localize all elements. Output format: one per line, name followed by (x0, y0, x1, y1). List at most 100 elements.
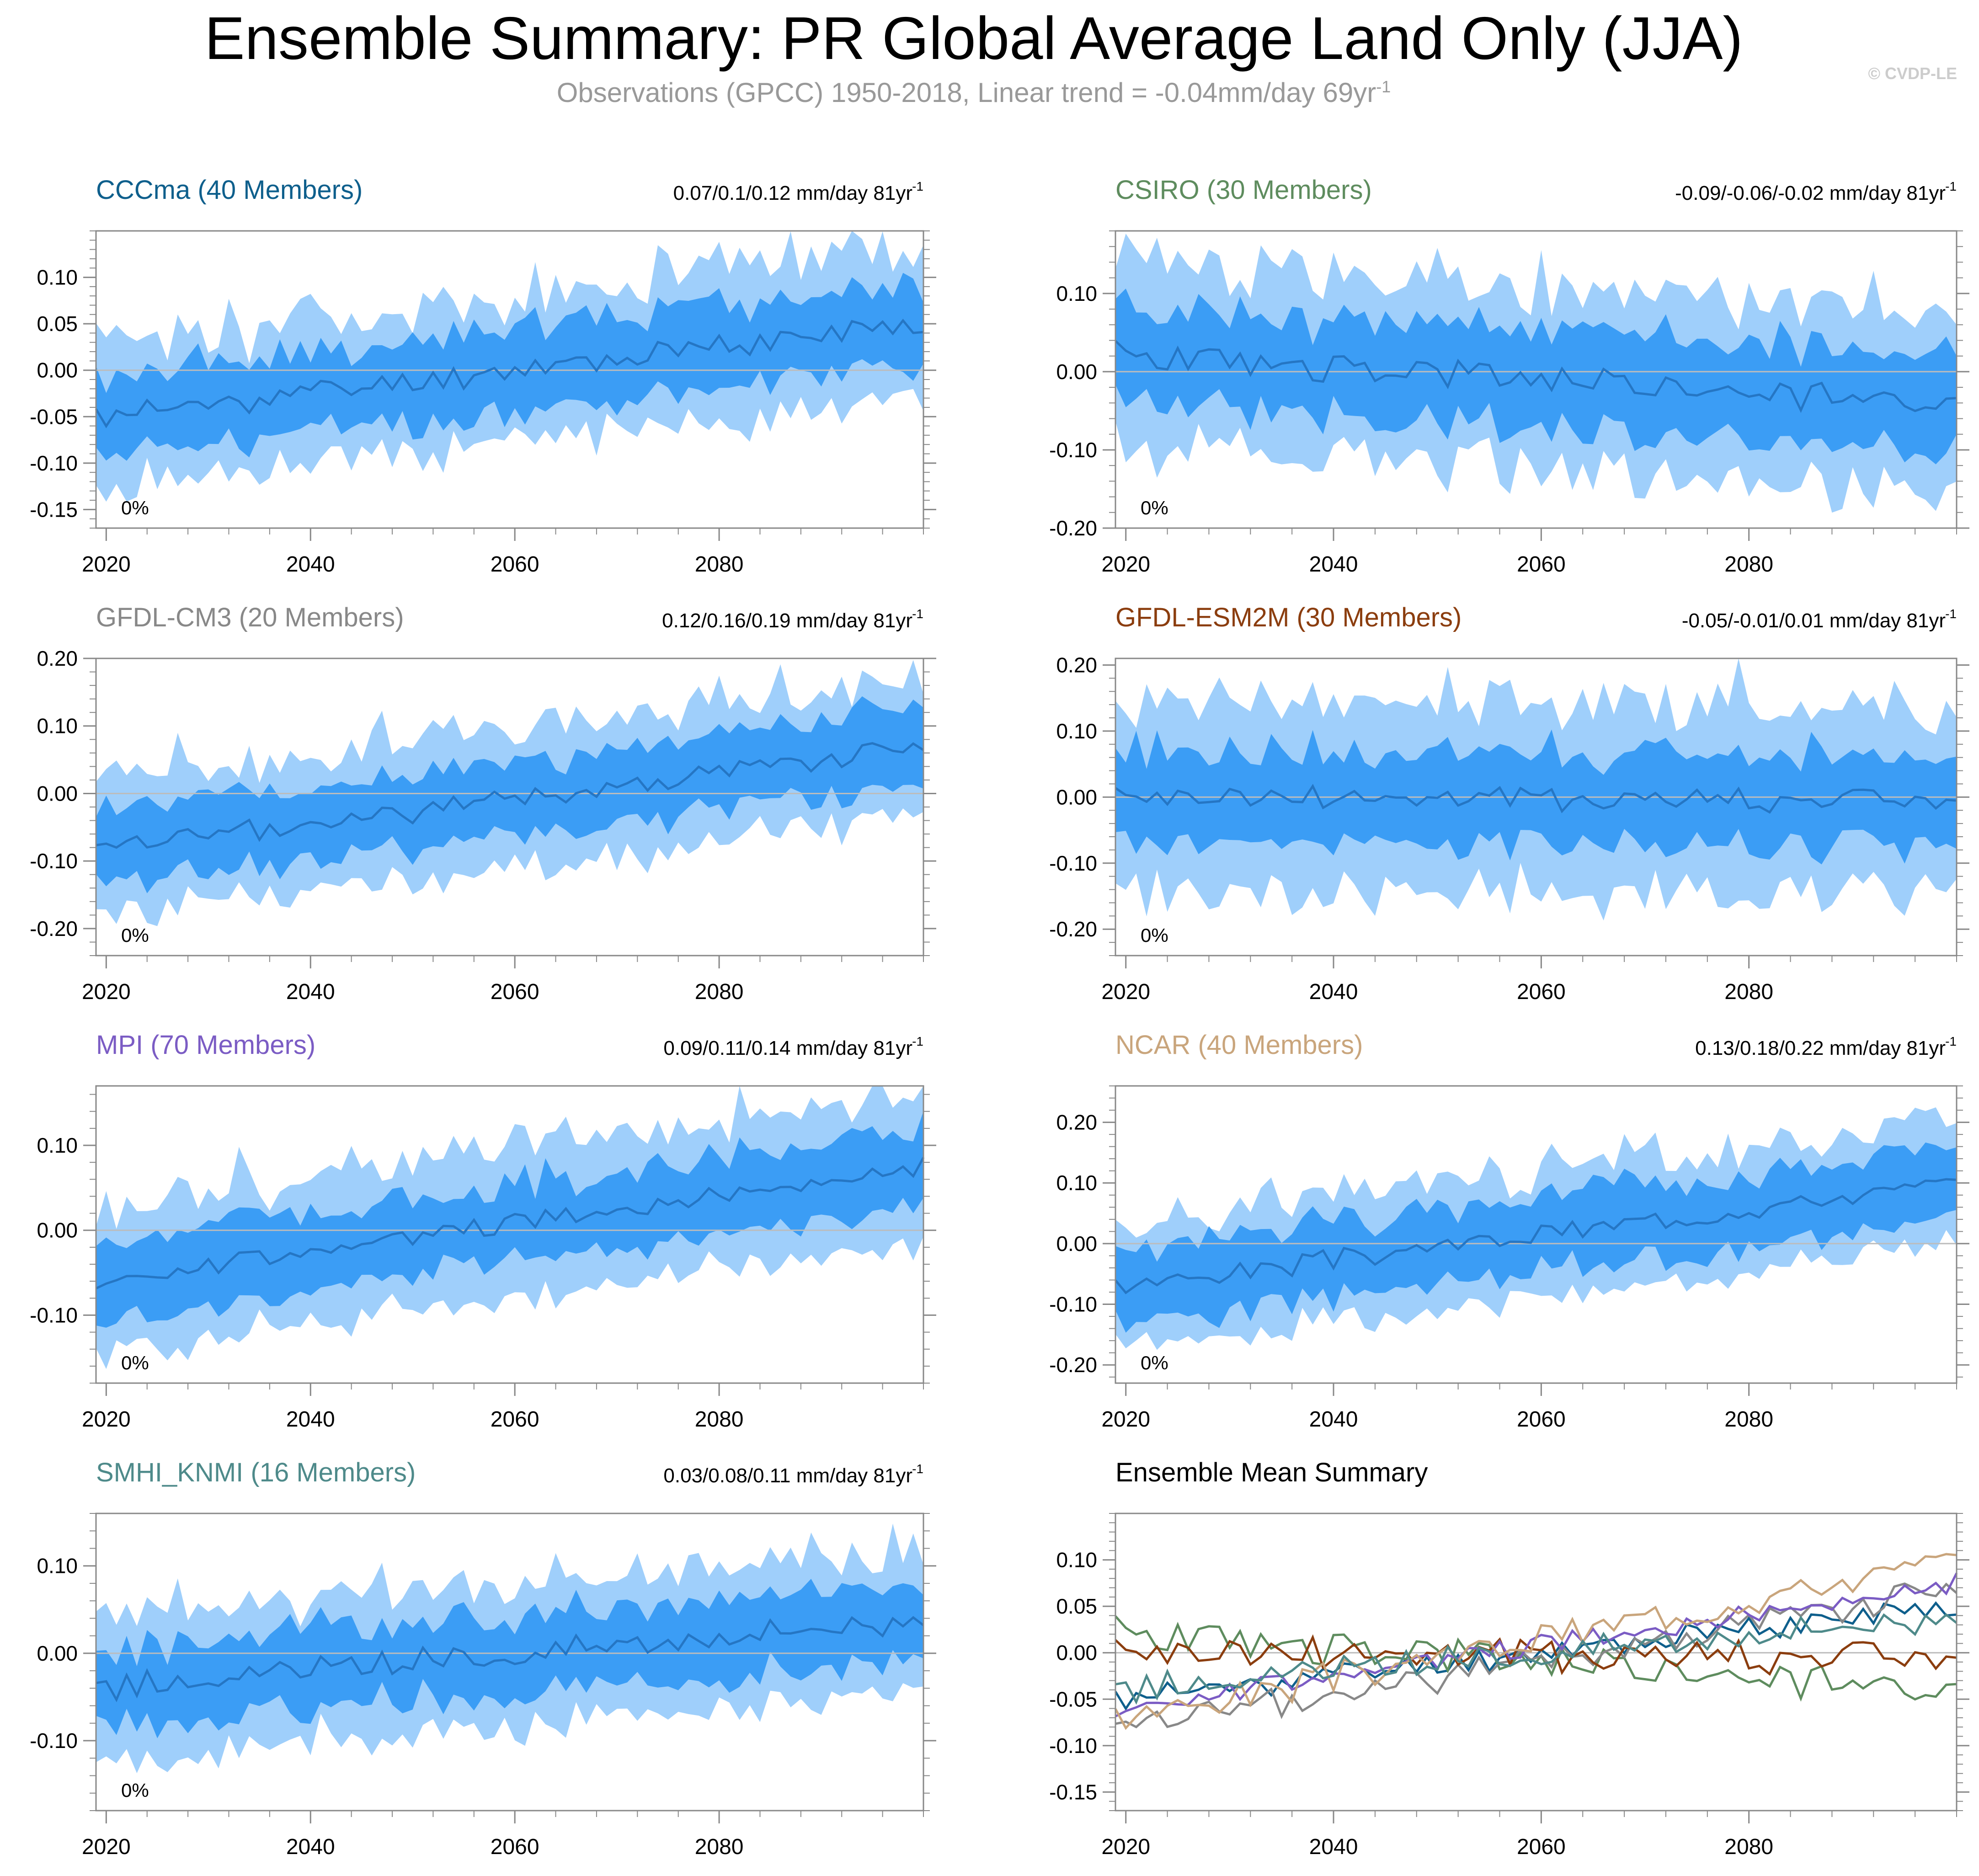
x-tick-label: 2060 (1517, 1407, 1566, 1432)
y-tick-label: -0.10 (30, 849, 78, 873)
x-tick-label: 2080 (1724, 1835, 1773, 1859)
panel-title: CCCma (40 Members) (96, 175, 363, 205)
y-tick-label: 0.00 (37, 1219, 78, 1242)
panel-title: GFDL-CM3 (20 Members) (96, 603, 404, 632)
series-line-cccma (1114, 1601, 1957, 1711)
y-tick-label: -0.10 (1049, 851, 1097, 875)
y-tick-label: 0.05 (1056, 1594, 1097, 1618)
plot-frame (95, 1085, 924, 1384)
y-tick-label: 0.10 (1056, 719, 1097, 743)
x-tick-label: 2080 (1724, 552, 1773, 577)
trend-label: 0.12/0.16/0.19 mm/day 81yr (662, 609, 912, 632)
ensemble-mean-line (1115, 784, 1957, 814)
trend-superscript: -1 (912, 179, 923, 193)
plot-frame (1115, 230, 1958, 529)
panel-title: Ensemble Mean Summary (1115, 1458, 1428, 1487)
y-tick-label: -0.15 (1049, 1780, 1097, 1804)
y-tick-label: 0.00 (37, 781, 78, 805)
ensemble-mean-line (1115, 340, 1957, 413)
x-tick-label: 2040 (286, 980, 335, 1004)
ensemble-mean-line (95, 1157, 925, 1290)
inner-spread-band (1115, 289, 1957, 465)
corner-label: 0% (121, 1352, 149, 1374)
y-tick-label: 0.00 (1056, 785, 1097, 809)
series-line-ncar (1114, 1553, 1957, 1730)
y-tick-label: -0.10 (30, 451, 78, 475)
corner-label: 0% (121, 925, 149, 946)
x-tick-label: 2080 (695, 1835, 744, 1859)
y-tick-label: 0.00 (1056, 1232, 1097, 1256)
trend-superscript: -1 (912, 1462, 923, 1476)
inner-spread-band (96, 696, 923, 893)
x-tick-label: 2060 (491, 552, 539, 577)
ensemble-mean-line (95, 318, 924, 428)
trend-label: 0.09/0.11/0.14 mm/day 81yr (663, 1037, 912, 1059)
x-tick-label: 2020 (82, 980, 131, 1004)
y-tick-label: 0.20 (1056, 653, 1097, 677)
inner-spread-band (96, 1111, 923, 1328)
y-tick-label: -0.10 (30, 1303, 78, 1327)
x-tick-label: 2060 (491, 980, 539, 1004)
panel-smhi-knmi: SMHI_KNMI (16 Members) 0.03/0.08/0.11 mm/… (30, 1458, 936, 1859)
x-tick-label: 2020 (82, 1407, 131, 1432)
x-tick-label: 2080 (1724, 1407, 1773, 1432)
series-line-gfdl-esm2m (1115, 1634, 1957, 1676)
y-tick-label: -0.10 (1049, 1734, 1097, 1758)
x-tick-label: 2020 (1101, 552, 1150, 577)
panel-ensemble-mean-summary: Ensemble Mean Summary -0.15 -0.10 -0.05 0.00… (1049, 1458, 1969, 1859)
y-tick-label: 0.00 (37, 358, 78, 382)
x-tick-label: 2040 (286, 1835, 335, 1859)
ensemble-mean-line (96, 1616, 924, 1703)
y-tick-label: 0.20 (1056, 1111, 1097, 1134)
series-line-smhi-knmi (1115, 1613, 1958, 1705)
panel-title: NCAR (40 Members) (1115, 1030, 1363, 1060)
panel-cccma: CCCma (40 Members) 0.07/0.1/0.12 mm/day 8… (30, 175, 936, 577)
y-tick-label: 0.20 (37, 647, 78, 670)
panel-title: GFDL-ESM2M (30 Members) (1115, 603, 1462, 632)
corner-label: 0% (121, 497, 149, 518)
copyright-label: © CVDP-LE (1868, 64, 1957, 83)
x-tick-label: 2060 (1517, 1835, 1566, 1859)
y-tick-label: 0.10 (1056, 1548, 1097, 1572)
y-tick-label: 0.10 (37, 1554, 78, 1578)
y-tick-label: 0.00 (1056, 1641, 1097, 1665)
x-tick-label: 2060 (491, 1407, 539, 1432)
inner-spread-band (96, 273, 923, 461)
x-tick-label: 2080 (695, 980, 744, 1004)
y-tick-label: -0.10 (1049, 438, 1097, 462)
x-tick-label: 2020 (82, 552, 131, 577)
x-tick-label: 2040 (1309, 980, 1358, 1004)
corner-label: 0% (1141, 925, 1168, 946)
trend-label: 0.03/0.08/0.11 mm/day 81yr (663, 1464, 912, 1487)
panel-title: SMHI_KNMI (16 Members) (96, 1458, 416, 1487)
y-tick-label: 0.10 (1056, 282, 1097, 305)
x-tick-label: 2060 (1517, 552, 1566, 577)
panel-title: MPI (70 Members) (96, 1030, 315, 1060)
y-tick-label: 0.00 (37, 1641, 78, 1665)
y-tick-label: 0.05 (37, 312, 78, 336)
trend-superscript: -1 (912, 607, 923, 621)
x-tick-label: 2080 (695, 1407, 744, 1432)
y-tick-label: -0.10 (30, 1729, 78, 1753)
trend-superscript: -1 (1945, 179, 1957, 193)
x-tick-label: 2060 (491, 1835, 539, 1859)
ensemble-mean-line (1115, 1178, 1957, 1294)
y-tick-label: -0.20 (30, 917, 78, 941)
trend-superscript: -1 (1945, 1034, 1957, 1048)
y-tick-label: 0.10 (37, 266, 78, 289)
x-tick-label: 2040 (1309, 1835, 1358, 1859)
x-tick-label: 2020 (1101, 980, 1150, 1004)
x-tick-label: 2080 (1724, 980, 1773, 1004)
trend-label: -0.09/-0.06/-0.02 mm/day 81yr (1675, 182, 1946, 204)
plot-frame (1115, 1085, 1958, 1384)
inner-spread-band (96, 1579, 923, 1738)
panel-gfdl-cm3: GFDL-CM3 (20 Members) 0.12/0.16/0.19 mm/d… (30, 603, 936, 1004)
x-tick-label: 2020 (1101, 1835, 1150, 1859)
x-tick-label: 2040 (286, 552, 335, 577)
subtitle-superscript: -1 (1376, 77, 1391, 96)
trend-label: 0.07/0.1/0.12 mm/day 81yr (673, 182, 912, 204)
x-tick-label: 2020 (1101, 1407, 1150, 1432)
ensemble-mean-line (96, 742, 924, 849)
x-tick-label: 2040 (1309, 552, 1358, 577)
